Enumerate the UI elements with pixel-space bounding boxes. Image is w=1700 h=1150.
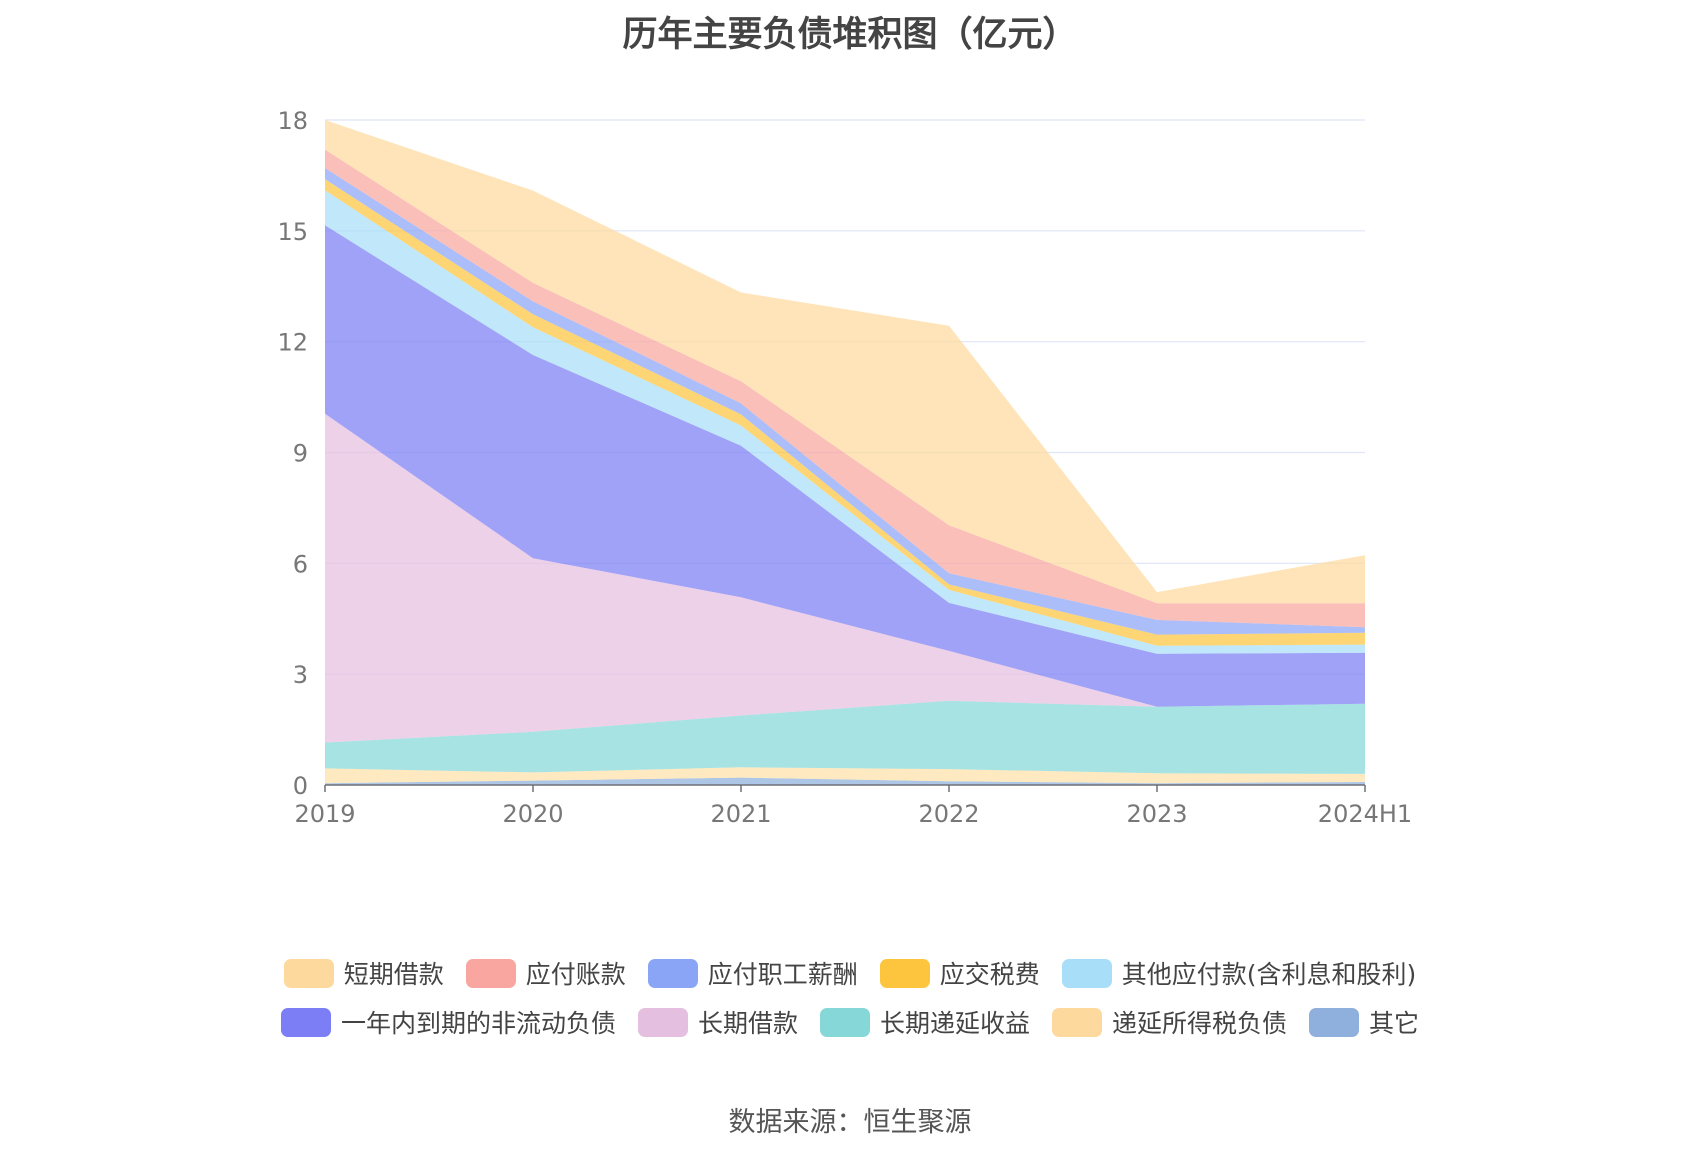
y-tick-label: 12 [277, 329, 308, 357]
legend-row-2: 一年内到期的非流动负债 长期借款 长期递延收益 递延所得税负债 其它 [0, 1004, 1700, 1040]
legend-item[interactable]: 应付账款 [465, 955, 626, 991]
y-tick-label: 0 [293, 772, 308, 800]
y-tick-label: 18 [277, 107, 308, 135]
axes: 0 3 6 9 12 15 18 2019 2020 2021 2022 2023 2024H1 [277, 107, 1412, 828]
legend-swatch [819, 1007, 870, 1037]
legend-item[interactable]: 应付职工薪酬 [647, 955, 858, 991]
legend-item[interactable]: 长期递延收益 [819, 1004, 1030, 1040]
x-tick-label: 2022 [918, 800, 979, 828]
legend-item[interactable]: 短期借款 [283, 955, 444, 991]
legend-label: 应付账款 [525, 960, 626, 989]
source-note: 数据来源：恒生聚源 [728, 1107, 972, 1138]
legend-swatch [1052, 1007, 1102, 1037]
legend-swatch [647, 958, 698, 988]
legend-item[interactable]: 递延所得税负债 [1052, 1004, 1287, 1040]
legend-item[interactable]: 其它 [1309, 1004, 1419, 1040]
legend-label: 应付职工薪酬 [707, 960, 858, 989]
legend-item[interactable]: 其他应付款(含利息和股利) [1061, 955, 1417, 991]
legend-swatch [1061, 958, 1112, 988]
x-tick-label: 2021 [710, 800, 771, 828]
y-tick-label: 9 [293, 440, 308, 468]
legend-swatch [465, 958, 516, 988]
area-series-短期借款 [325, 120, 1365, 604]
legend-label: 递延所得税负债 [1112, 1009, 1288, 1038]
chart-title: 历年主要负债堆积图（亿元） [622, 15, 1078, 55]
x-tick-label: 2023 [1126, 800, 1187, 828]
legend-row-1: 短期借款 应付账款 应付职工薪酬 应交税费 其他应付款(含利息和股利) [0, 955, 1700, 991]
x-tick-label: 2024H1 [1318, 800, 1412, 828]
legend-swatch [1309, 1007, 1360, 1037]
legend-swatch [283, 958, 334, 988]
legend-label: 其它 [1369, 1009, 1420, 1038]
legend-swatch [637, 1007, 688, 1037]
area-series-递延所得税负债 [325, 767, 1365, 784]
area-series [325, 120, 1365, 785]
stacked-area-chart: 0 3 6 9 12 15 18 2019 2020 2021 2022 2023 2024H1 [277, 107, 1412, 828]
legend-label: 长期递延收益 [879, 1009, 1030, 1038]
legend-label: 应交税费 [939, 960, 1040, 989]
y-tick-label: 6 [293, 550, 308, 578]
legend-swatch [879, 958, 930, 988]
legend-label: 长期借款 [697, 1009, 798, 1038]
y-tick-label: 15 [277, 218, 308, 246]
area-series-其它 [325, 777, 1365, 785]
legend-item[interactable]: 应交税费 [879, 955, 1040, 991]
area-series-一年内到期的非流动负债 [325, 225, 1365, 707]
legend-label: 一年内到期的非流动负债 [340, 1009, 616, 1038]
legend-label: 其他应付款(含利息和股利) [1121, 960, 1417, 989]
area-series-长期递延收益 [325, 700, 1365, 774]
legend-item[interactable]: 长期借款 [637, 1004, 798, 1040]
x-tick-label: 2019 [294, 800, 355, 828]
legend-item[interactable]: 一年内到期的非流动负债 [280, 1004, 616, 1040]
legend-swatch [280, 1007, 331, 1037]
x-tick-label: 2020 [502, 800, 563, 828]
legend-label: 短期借款 [343, 960, 444, 989]
area-series-长期借款 [325, 413, 1365, 743]
y-tick-label: 3 [293, 661, 308, 689]
